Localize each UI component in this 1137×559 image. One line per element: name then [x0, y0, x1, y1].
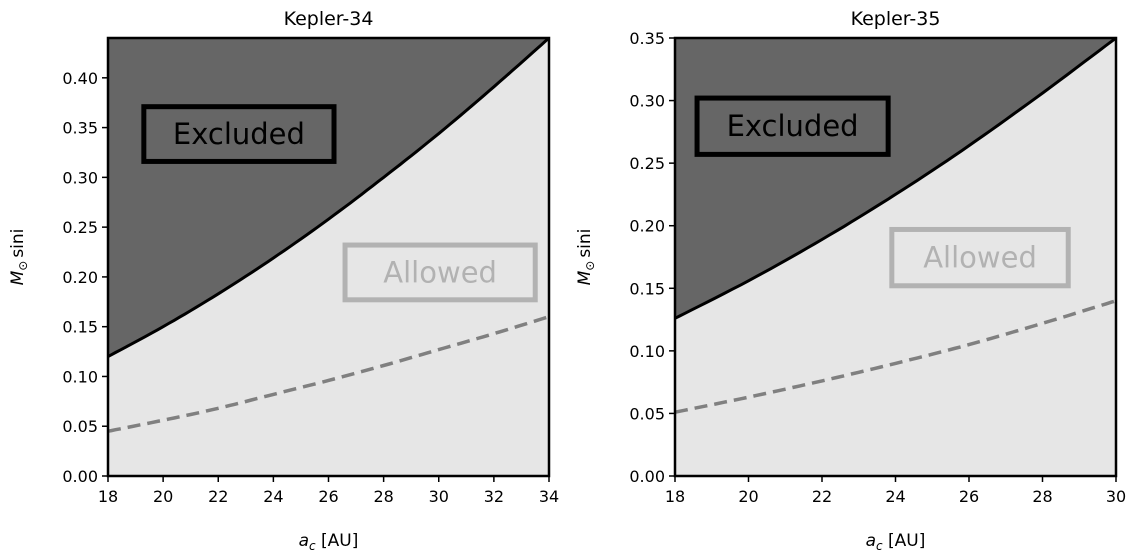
chart-title: Kepler-34: [284, 8, 374, 30]
y-tick-label: 0.40: [62, 69, 98, 88]
annotation-label-2: Allowed: [923, 241, 1037, 275]
x-axis-label: ac [AU]: [299, 531, 359, 553]
y-tick-label: 0.05: [62, 417, 98, 436]
y-tick-label: 0.25: [62, 218, 98, 237]
x-tick-label: 30: [429, 487, 449, 506]
dashed-line: [674, 299, 1117, 414]
annotation-box-2: [342, 242, 538, 303]
chart-title: Kepler-35: [851, 8, 941, 30]
boundary-line: [107, 36, 550, 358]
x-tick-label: 28: [373, 487, 393, 506]
x-tick-label: 18: [665, 487, 685, 506]
y-tick-label: 0.15: [629, 279, 665, 298]
chart-panel-1: Excluded Allowed 18 20 22 24 26 28 30 32 34 0.00 0.0…: [8, 8, 559, 553]
y-tick-label: 0.20: [629, 217, 665, 236]
x-tick-label: 34: [539, 487, 559, 506]
x-tick-label: 22: [812, 487, 832, 506]
y-tick-label: 0.00: [629, 467, 665, 486]
y-tick-label: 0.10: [62, 367, 98, 386]
annotation-box-2: [889, 226, 1071, 289]
y-tick-label: 0.30: [62, 168, 98, 187]
dashed-line: [107, 315, 550, 433]
y-tick-label: 0.25: [629, 154, 665, 173]
boundary-line: [674, 36, 1117, 320]
y-tick-label: 0.35: [62, 119, 98, 138]
x-tick-label: 20: [738, 487, 758, 506]
y-tick-label: 0.30: [629, 92, 665, 111]
x-tick-label: 32: [484, 487, 504, 506]
x-axis-label: ac [AU]: [866, 531, 926, 553]
excluded-region: [675, 38, 1116, 319]
y-tick-label: 0.20: [62, 268, 98, 287]
x-tick-label: 24: [263, 487, 283, 506]
x-tick-label: 30: [1106, 487, 1126, 506]
excluded-region: [108, 38, 549, 357]
y-tick-label: 0.00: [62, 467, 98, 486]
y-axis-label: M⊙sini: [8, 229, 30, 286]
y-tick-label: 0.15: [62, 318, 98, 337]
y-tick-label: 0.10: [629, 342, 665, 361]
x-tick-label: 18: [98, 487, 118, 506]
x-tick-label: 26: [318, 487, 338, 506]
annotation-box-1: [694, 95, 891, 157]
annotation-label-2: Allowed: [383, 255, 497, 289]
x-tick-label: 26: [959, 487, 979, 506]
x-tick-label: 24: [885, 487, 905, 506]
y-axis-label: M⊙sini: [575, 229, 597, 286]
x-tick-label: 20: [153, 487, 173, 506]
annotation-box-1: [141, 104, 337, 164]
chart-panel-2: Excluded Allowed 18 20 22 24 26 28 30 0.00 0.05 0.1…: [575, 8, 1126, 553]
y-tick-label: 0.35: [629, 29, 665, 48]
x-tick-label: 28: [1032, 487, 1052, 506]
annotation-label-1: Excluded: [727, 109, 859, 143]
y-tick-label: 0.05: [629, 404, 665, 423]
annotation-label-1: Excluded: [173, 117, 305, 151]
x-tick-label: 22: [208, 487, 228, 506]
